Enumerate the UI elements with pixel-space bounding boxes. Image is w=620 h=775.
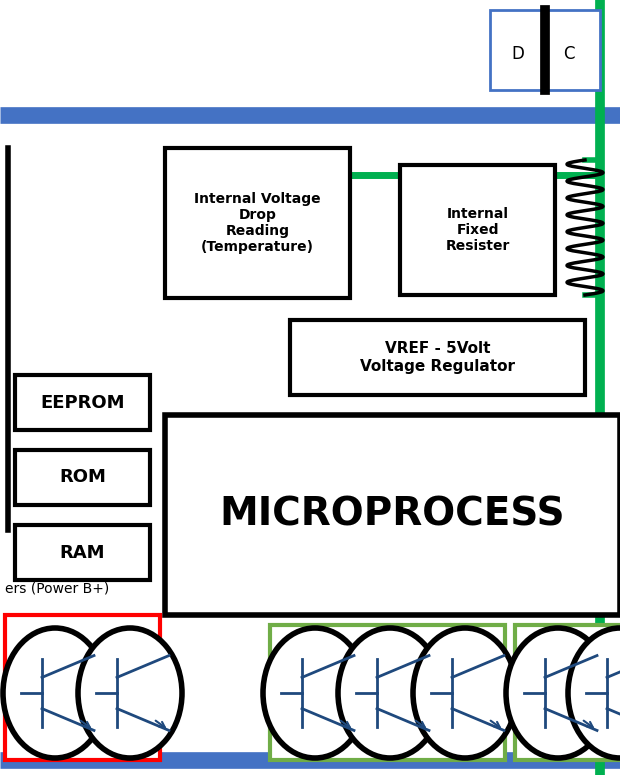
Circle shape [78,628,182,758]
Bar [290,320,585,395]
Text: VREF - 5Volt
Voltage Regulator: VREF - 5Volt Voltage Regulator [360,341,515,374]
Bar [15,450,150,505]
Bar [5,615,160,760]
Bar [165,148,350,298]
Text: ers (Power B+): ers (Power B+) [5,581,109,595]
Text: EEPROM: EEPROM [40,394,125,412]
Text: Output Drivers (Groun: Output Drivers (Groun [335,581,490,595]
Text: MICROPROCESS: MICROPROCESS [219,496,565,534]
Bar [490,10,600,90]
Circle shape [506,628,610,758]
Bar [165,415,620,615]
Bar [15,525,150,580]
Circle shape [3,628,107,758]
Text: C: C [564,45,575,63]
Circle shape [413,628,517,758]
Bar [515,625,620,760]
Text: Internal
Fixed
Resister: Internal Fixed Resister [445,207,510,253]
Circle shape [338,628,442,758]
Text: D: D [511,45,524,63]
Text: Internal Voltage
Drop
Reading
(Temperature): Internal Voltage Drop Reading (Temperatu… [194,191,321,254]
Text: ROM: ROM [59,469,106,487]
Text: RAM: RAM [60,543,105,562]
Bar [270,625,505,760]
Circle shape [568,628,620,758]
Bar [15,375,150,430]
Circle shape [263,628,367,758]
Bar [400,165,555,295]
